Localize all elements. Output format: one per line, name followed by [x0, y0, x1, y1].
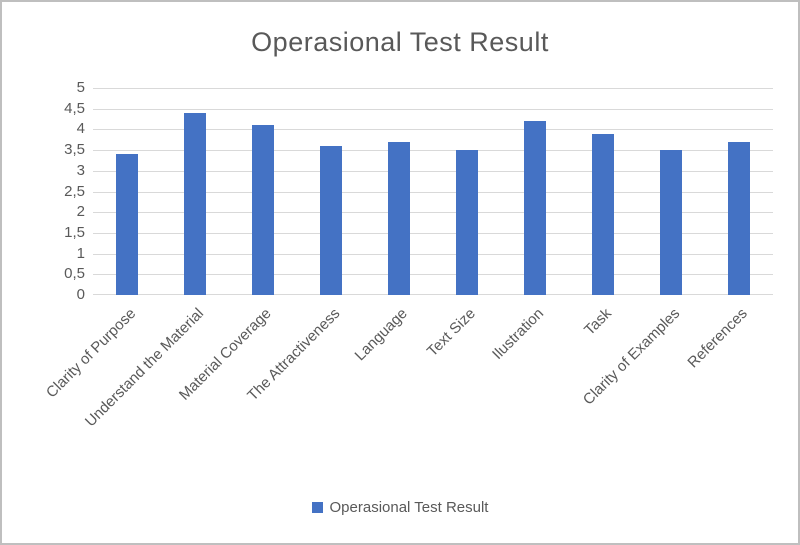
y-axis-label: 1,5 — [64, 223, 85, 241]
legend-label: Operasional Test Result — [329, 499, 489, 516]
y-axis: 0 0,5 1 1,5 2 2,5 3 3,5 4 4,5 5 — [2, 79, 85, 303]
x-axis-label: Task — [581, 305, 616, 339]
chart-title: Operasional Test Result — [251, 27, 549, 57]
y-axis-label: 4 — [76, 120, 85, 138]
gridline — [93, 88, 773, 89]
bar — [728, 141, 750, 295]
x-axis: Clarity of Purpose Understand the Materia… — [43, 295, 773, 465]
gridline — [93, 253, 773, 255]
x-axis-label: Language — [351, 305, 412, 365]
gridline — [93, 150, 773, 152]
bar — [524, 121, 546, 295]
gridline — [93, 108, 773, 110]
gridline — [93, 191, 773, 193]
gridline — [93, 170, 773, 172]
y-axis-label: 1 — [76, 244, 85, 262]
gridline — [93, 129, 773, 131]
bar — [116, 154, 138, 295]
y-axis-label: 0,5 — [64, 265, 85, 283]
bar — [660, 150, 682, 295]
y-axis-label: 2 — [76, 203, 85, 221]
bar — [592, 133, 614, 295]
y-axis-label: 0 — [76, 286, 85, 303]
x-axis-label: Text Size — [423, 305, 480, 361]
y-axis-label: 5 — [76, 79, 85, 96]
bar — [252, 125, 274, 295]
gridline — [93, 232, 773, 234]
y-axis-label: 2,5 — [64, 182, 85, 200]
bar — [388, 141, 410, 295]
legend-swatch-icon — [311, 502, 323, 513]
gridline — [93, 212, 773, 214]
legend: Operasional Test Result — [2, 499, 798, 516]
bar — [184, 112, 206, 295]
x-axis-label: Ilustration — [489, 305, 548, 364]
x-axis-label: References — [684, 305, 752, 372]
bar — [320, 145, 342, 295]
y-axis-label: 3 — [76, 161, 85, 179]
gridline — [93, 274, 773, 276]
y-axis-label: 4,5 — [64, 99, 85, 117]
gridline — [93, 294, 773, 295]
bar — [456, 150, 478, 295]
plot-area — [93, 88, 773, 295]
x-axis-label: Understand the Material — [81, 305, 208, 431]
y-axis-label: 3,5 — [64, 141, 85, 159]
